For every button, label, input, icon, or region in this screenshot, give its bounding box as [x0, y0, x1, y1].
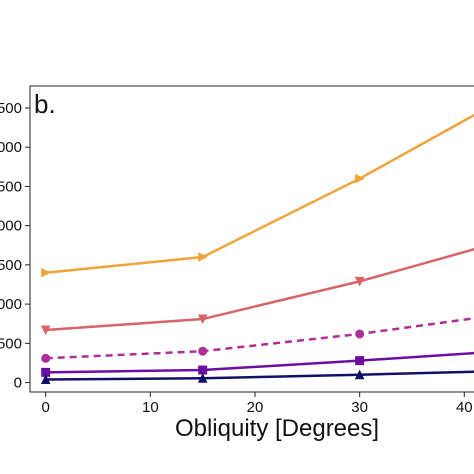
y-tick-label: 1500 [0, 257, 22, 274]
series-layer [40, 113, 474, 384]
y-axis: 0 500 1000 1500 2000 2500 3000 3500 [0, 100, 30, 392]
x-tick-label: 0 [42, 399, 50, 416]
series-line [45, 317, 474, 360]
series-line [45, 370, 474, 381]
series-1 [41, 113, 474, 278]
data-point [355, 329, 365, 339]
x-tick-label: 10 [142, 399, 159, 416]
y-tick-label: 0 [14, 375, 22, 392]
x-tick-label: 30 [351, 399, 368, 416]
series-line [45, 248, 474, 332]
data-point [197, 373, 208, 383]
data-point [354, 276, 365, 287]
x-axis: 0 10 20 30 40 [42, 392, 473, 416]
data-point [41, 353, 51, 363]
data-point [355, 356, 365, 366]
data-point [40, 374, 51, 384]
y-tick-label: 3000 [0, 139, 22, 156]
data-point [355, 173, 365, 184]
series-2 [40, 248, 474, 336]
y-tick-label: 1000 [0, 296, 22, 313]
data-point [354, 369, 365, 380]
data-point [198, 365, 208, 375]
x-tick-label: 20 [247, 399, 264, 416]
data-point [41, 267, 51, 278]
x-tick-label: 40 [456, 399, 473, 416]
y-tick-label: 2000 [0, 218, 22, 235]
y-tick-label: 3500 [0, 100, 22, 117]
data-point [198, 252, 208, 262]
data-point [198, 346, 208, 356]
data-point [40, 325, 51, 336]
series-line [45, 113, 474, 274]
y-tick-label: 2500 [0, 178, 22, 195]
series-line [45, 351, 474, 374]
series-3 [41, 317, 474, 363]
panel-label: b. [34, 89, 56, 119]
series-5 [40, 369, 474, 384]
x-axis-title: Obliquity [Degrees] [175, 415, 379, 442]
y-tick-label: 500 [0, 335, 22, 352]
data-point [197, 314, 208, 325]
